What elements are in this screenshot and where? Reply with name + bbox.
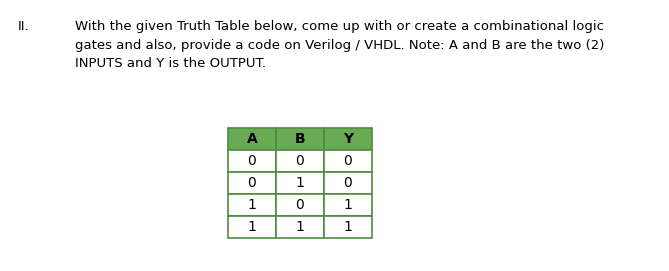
Text: II.: II. [18, 20, 29, 33]
Text: With the given Truth Table below, come up with or create a combinational logic
g: With the given Truth Table below, come u… [75, 20, 604, 70]
Bar [228, 216, 276, 238]
Text: 0: 0 [248, 154, 256, 168]
Bar [324, 194, 372, 216]
Bar [228, 172, 276, 194]
Bar [324, 128, 372, 150]
Text: 0: 0 [344, 154, 353, 168]
Text: 1: 1 [344, 198, 353, 212]
Bar [276, 172, 324, 194]
Bar [324, 216, 372, 238]
Bar [324, 150, 372, 172]
Bar [276, 128, 324, 150]
Bar [228, 150, 276, 172]
Bar [276, 194, 324, 216]
Text: 0: 0 [296, 154, 304, 168]
Text: 1: 1 [296, 176, 304, 190]
Text: B: B [294, 132, 305, 146]
Text: 1: 1 [296, 220, 304, 234]
Text: 1: 1 [248, 198, 256, 212]
Bar [228, 194, 276, 216]
Bar [324, 172, 372, 194]
Bar [276, 216, 324, 238]
Text: 1: 1 [248, 220, 256, 234]
Bar [228, 128, 276, 150]
Text: A: A [247, 132, 258, 146]
Text: 0: 0 [296, 198, 304, 212]
Text: Y: Y [343, 132, 353, 146]
Text: 0: 0 [344, 176, 353, 190]
Text: 1: 1 [344, 220, 353, 234]
Text: 0: 0 [248, 176, 256, 190]
Bar [276, 150, 324, 172]
